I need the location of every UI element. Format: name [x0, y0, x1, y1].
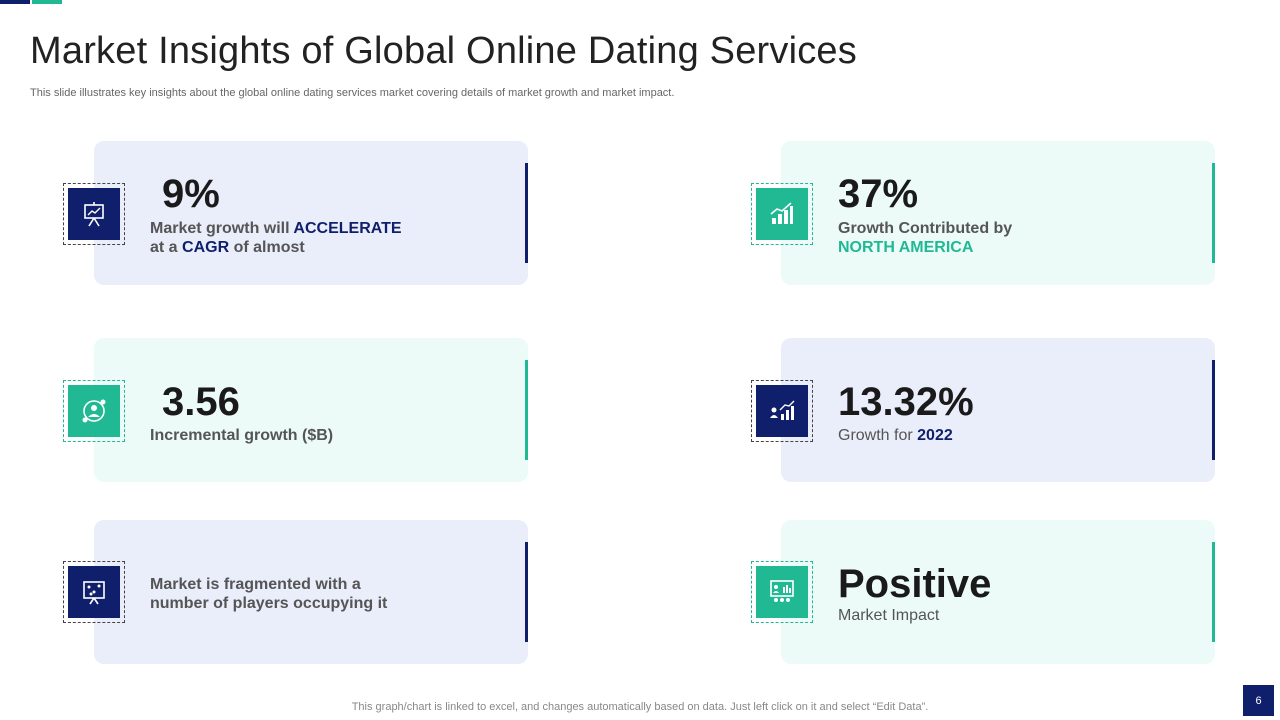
stat-description: Market Impact: [838, 607, 940, 624]
card-edge: [1212, 163, 1215, 263]
icon-frame: [751, 380, 813, 442]
stat-value: 3.56: [162, 380, 240, 424]
user-cycle-icon: [68, 385, 120, 437]
stat-value: 37%: [838, 172, 919, 216]
icon-frame: [63, 183, 125, 245]
presentation-board-icon: [68, 188, 120, 240]
insight-card-positive: [781, 520, 1215, 664]
card-edge: [525, 163, 528, 263]
card-edge: [1212, 542, 1215, 642]
insight-card-fragmented: [94, 520, 528, 664]
footer-note: This graph/chart is linked to excel, and…: [351, 701, 929, 713]
stat-description: Growth Contributed by NORTH AMERICA: [838, 220, 1013, 256]
page-subtitle: This slide illustrates key insights abou…: [30, 87, 675, 99]
insight-card-north-america: [781, 141, 1215, 285]
stat-value: 9%: [162, 172, 220, 216]
card-edge: [525, 360, 528, 460]
stat-value: 13.32%: [838, 380, 974, 424]
card-edge: [1212, 360, 1215, 460]
stat-description: Market growth will ACCELERATE at a CAGR …: [150, 220, 402, 256]
presentation-audience-icon: [756, 566, 808, 618]
insight-card-incremental: [94, 338, 528, 482]
page-title: Market Insights of Global Online Dating …: [30, 30, 857, 72]
insight-card-cagr: [94, 141, 528, 285]
page-number: 6: [1243, 685, 1274, 716]
stat-description: Growth for 2022: [838, 427, 953, 444]
icon-frame: [751, 561, 813, 623]
insight-card-2022: [781, 338, 1215, 482]
stat-value: Positive: [838, 562, 992, 606]
stat-description: Market is fragmented with a number of pl…: [150, 576, 388, 612]
top-accent-navy: [0, 0, 30, 4]
growth-chart-icon: [756, 188, 808, 240]
scatter-board-icon: [68, 566, 120, 618]
icon-frame: [751, 183, 813, 245]
top-accent-teal: [32, 0, 62, 4]
icon-frame: [63, 561, 125, 623]
team-growth-icon: [756, 385, 808, 437]
icon-frame: [63, 380, 125, 442]
stat-description: Incremental growth ($B): [150, 427, 334, 444]
card-edge: [525, 542, 528, 642]
